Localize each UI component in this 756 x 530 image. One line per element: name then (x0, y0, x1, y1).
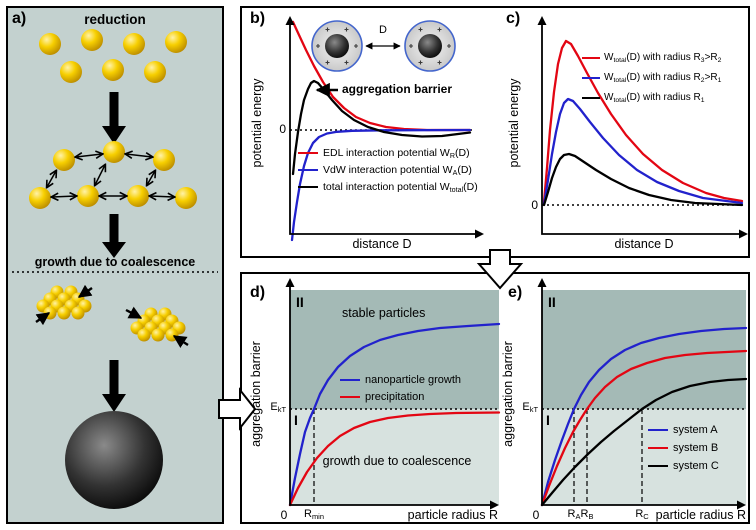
coalescing-clusters (35, 284, 189, 348)
seed-atoms (39, 29, 187, 83)
e-x-axis-label: particle radius R (655, 508, 746, 522)
colliding-particles (29, 141, 197, 209)
e-legend-item-system-b: system B (648, 442, 718, 454)
c-legend-swatch-black (582, 96, 600, 99)
panel-bc: b) potential energy distance D 0 aggrega… (240, 6, 750, 258)
panel-c-label: c) (506, 10, 521, 27)
final-nanoparticle (65, 411, 163, 509)
d-region-ii-label: II (296, 294, 304, 310)
d-ekt-label: EkT (270, 401, 286, 415)
c-legend-item-r3: Wtotal(D) with radius R3>R2 (582, 52, 721, 64)
b-y-axis-label: potential energy (250, 78, 264, 168)
c-x-axis-label: distance D (614, 237, 674, 251)
d-y-axis-label: aggregation barrier (249, 341, 263, 447)
down-arrow-2 (102, 214, 126, 258)
c-legend-swatch-red (582, 56, 600, 59)
b-legend-swatch-black (298, 186, 318, 189)
panel-bc-graphics (285, 16, 748, 242)
e-axis-arrowheads (537, 278, 746, 510)
e-legend-item-system-c: system C (648, 460, 719, 472)
reduction-caption: reduction (84, 12, 146, 27)
d-growth-curve (288, 322, 501, 507)
c-legend-item-r1: Wtotal(D) with radius R1 (582, 92, 705, 104)
e-region-stable (542, 290, 746, 409)
d-legend-swatch-red (340, 396, 360, 398)
e-legend-swatch-blue (648, 429, 668, 431)
b-legend-label-total: total interaction potential Wtotal(D) (323, 181, 478, 194)
b-legend-swatch-red (298, 152, 318, 155)
b-legend-item-total: total interaction potential Wtotal(D) (298, 181, 478, 194)
coalescence-caption: growth due to coalescence (34, 255, 196, 269)
e-ra-label: RA (567, 508, 581, 522)
c-legend-label-r1: Wtotal(D) with radius R1 (604, 92, 705, 104)
b-axis-arrowheads (285, 16, 484, 239)
b-legend-item-edl: EDL interaction potential WR(D) (298, 147, 470, 160)
b-legend-label-edl: EDL interaction potential WR(D) (323, 147, 470, 160)
d-legend-item-precipitation: precipitation (340, 391, 424, 403)
e-legend-item-system-a: system A (648, 424, 718, 436)
b-zero-label: 0 (279, 122, 286, 136)
b-axes (289, 22, 478, 235)
d-zero-label: 0 (280, 508, 288, 522)
d-rmin-label: Rmin (304, 508, 324, 522)
c-curve-r1 (542, 152, 744, 207)
e-legend-label-system-b: system B (673, 442, 719, 454)
c-curve-r2 (542, 97, 744, 206)
e-region-ii-label: II (548, 294, 556, 310)
e-radius-lines (573, 409, 643, 505)
panel-de-graphics (285, 278, 748, 510)
b-inset-charges-left (316, 27, 358, 65)
d-x-axis-label: particle radius R (407, 508, 498, 522)
c-legend-swatch-blue (582, 76, 600, 79)
b-x-axis-label: distance D (352, 237, 412, 251)
d-legend-label-growth: nanoparticle growth (365, 374, 462, 386)
down-arrow-1 (102, 92, 126, 144)
e-system-a-curve (540, 326, 748, 507)
e-rc-label: RC (635, 508, 649, 522)
b-legend-item-vdw: VdW interaction potential WA(D) (298, 164, 472, 177)
e-rb-label: RB (580, 508, 594, 522)
panel-a: a) reduction growth due to coalescence (6, 6, 224, 524)
b-edl-curve (291, 20, 472, 132)
b-inset-charges-right (409, 27, 451, 65)
c-axis-arrowheads (537, 16, 748, 239)
c-zero-label: 0 (531, 198, 538, 212)
e-region-i-label: I (546, 412, 550, 428)
panel-d-label: d) (250, 284, 266, 301)
panel-de: d) aggregation barrier II I stable parti… (240, 272, 750, 524)
e-legend-label-system-c: system C (673, 460, 719, 472)
c-legend-item-r2: Wtotal(D) with radius R2>R1 (582, 72, 721, 84)
exchange-double-arrows (47, 154, 174, 197)
e-legend-label-system-a: system A (673, 424, 718, 436)
d-legend-label-precipitation: precipitation (365, 391, 425, 403)
d-coalescence-text: growth due to coalescence (322, 454, 472, 468)
panel-a-label: a) (12, 10, 27, 27)
e-legend-swatch-black (648, 465, 668, 467)
d-stable-particles-text: stable particles (342, 306, 426, 320)
e-zero-label: 0 (532, 508, 540, 522)
b-inset-distance-label: D (379, 24, 387, 36)
c-curve-r3 (542, 39, 744, 204)
b-barrier-label: aggregation barrier (342, 82, 453, 96)
c-legend-label-r2: Wtotal(D) with radius R2>R1 (604, 72, 722, 84)
d-legend-item-growth: nanoparticle growth (340, 374, 461, 386)
down-arrow-3 (102, 360, 126, 412)
c-legend-label-r3: Wtotal(D) with radius R3>R2 (604, 52, 722, 64)
d-legend-swatch-blue (340, 379, 360, 381)
panel-b-label: b) (250, 10, 266, 27)
e-ekt-label: EkT (522, 401, 538, 415)
e-legend-swatch-red (648, 447, 668, 449)
panel-e-label: e) (508, 284, 523, 301)
b-legend-label-vdw: VdW interaction potential WA(D) (323, 164, 472, 177)
d-region-i-label: I (294, 412, 298, 428)
c-y-axis-label: potential energy (507, 78, 521, 168)
e-y-axis-label: aggregation barrier (501, 341, 515, 447)
b-legend-swatch-blue (298, 169, 318, 172)
